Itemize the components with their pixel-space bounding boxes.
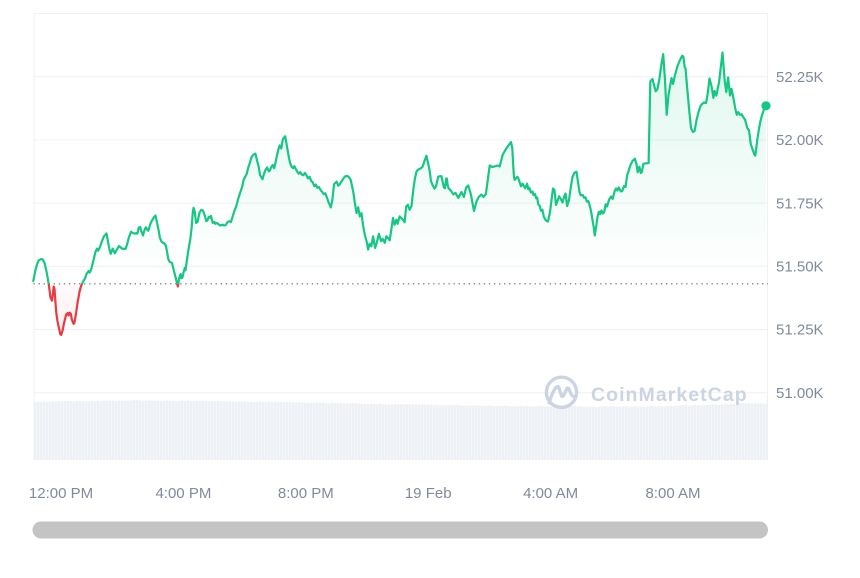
svg-text:51.25K: 51.25K (776, 322, 824, 339)
svg-text:CoinMarketCap: CoinMarketCap (591, 384, 748, 406)
svg-text:51.50K: 51.50K (776, 259, 824, 276)
svg-text:19 Feb: 19 Feb (405, 485, 452, 502)
svg-text:52.25K: 52.25K (776, 69, 824, 86)
svg-text:51.75K: 51.75K (776, 195, 824, 212)
svg-text:51.00K: 51.00K (776, 385, 824, 402)
svg-text:52.00K: 52.00K (776, 132, 824, 149)
svg-text:4:00 AM: 4:00 AM (523, 485, 578, 502)
svg-text:12:00 PM: 12:00 PM (29, 485, 93, 502)
svg-text:8:00 AM: 8:00 AM (645, 485, 700, 502)
svg-text:4:00 PM: 4:00 PM (155, 485, 211, 502)
svg-text:8:00 PM: 8:00 PM (278, 485, 334, 502)
